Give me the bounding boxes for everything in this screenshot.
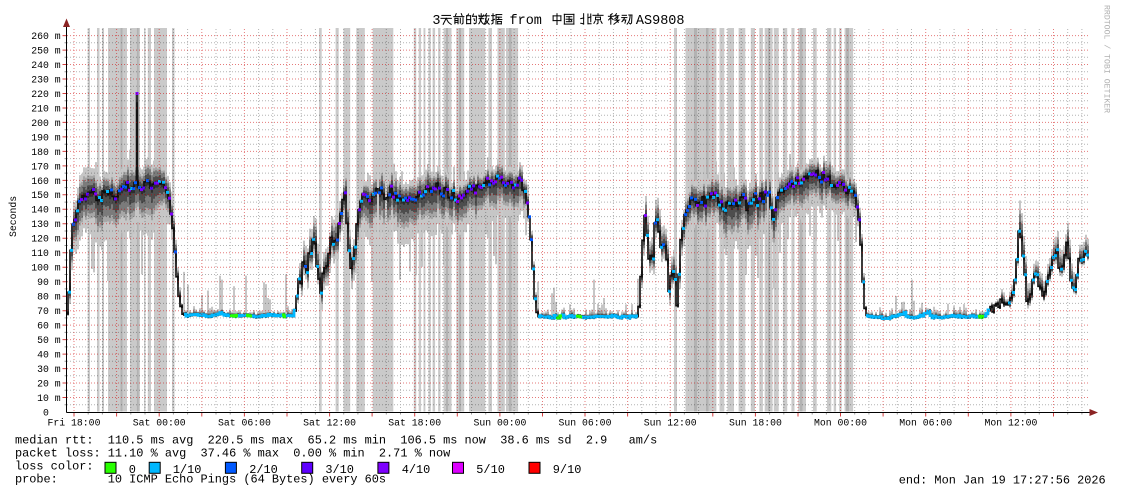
svg-text:3/10: 3/10	[325, 463, 354, 477]
svg-text:190 m: 190 m	[31, 132, 61, 143]
svg-text:Sun 00:00: Sun 00:00	[473, 418, 526, 429]
svg-text:200 m: 200 m	[31, 118, 61, 129]
svg-text:0: 0	[129, 463, 136, 477]
svg-text:30 m: 30 m	[37, 364, 61, 375]
svg-text:220 m: 220 m	[31, 89, 61, 100]
svg-text:Mon 06:00: Mon 06:00	[899, 418, 952, 429]
svg-text:2/10: 2/10	[249, 463, 278, 477]
svg-text:170 m: 170 m	[31, 161, 61, 172]
svg-text:Sat 12:00: Sat 12:00	[303, 418, 356, 429]
svg-text:Sun 06:00: Sun 06:00	[559, 418, 612, 429]
svg-text:240 m: 240 m	[31, 60, 61, 71]
svg-text:40 m: 40 m	[37, 350, 61, 361]
svg-text:10 m: 10 m	[37, 393, 61, 404]
svg-text:from: from	[510, 14, 542, 29]
svg-text:230 m: 230 m	[31, 74, 61, 85]
svg-text:3: 3	[432, 14, 440, 29]
svg-text:60 m: 60 m	[37, 321, 61, 332]
svg-text:9/10: 9/10	[553, 463, 582, 477]
svg-text:Mon 00:00: Mon 00:00	[814, 418, 867, 429]
svg-text:140 m: 140 m	[31, 205, 61, 216]
svg-text:0: 0	[43, 407, 49, 418]
svg-text:Fri 18:00: Fri 18:00	[48, 418, 101, 429]
svg-text:90 m: 90 m	[37, 277, 61, 288]
svg-text:Sat 06:00: Sat 06:00	[218, 418, 271, 429]
svg-text:20 m: 20 m	[37, 378, 61, 389]
svg-text:110 m: 110 m	[31, 248, 61, 259]
svg-text:160 m: 160 m	[31, 176, 61, 187]
svg-text:Mon 12:00: Mon 12:00	[984, 418, 1037, 429]
svg-text:RRDTOOL / TOBI OETIKER: RRDTOOL / TOBI OETIKER	[1102, 5, 1112, 113]
svg-text:5/10: 5/10	[476, 463, 505, 477]
svg-text:probe: 10 ICMP Echo Ping: probe: 10 ICMP Echo Pings (64 Bytes) eve…	[15, 473, 386, 487]
svg-text:100 m: 100 m	[31, 263, 61, 274]
svg-text:Sat 18:00: Sat 18:00	[388, 418, 441, 429]
svg-text:180 m: 180 m	[31, 147, 61, 158]
svg-text:1/10: 1/10	[173, 463, 202, 477]
svg-text:Seconds: Seconds	[8, 196, 19, 237]
svg-text:Sat 00:00: Sat 00:00	[133, 418, 186, 429]
svg-text:250 m: 250 m	[31, 46, 61, 57]
svg-text:80 m: 80 m	[37, 292, 61, 303]
svg-text:70 m: 70 m	[37, 306, 61, 317]
svg-text:end: Mon Jan 19 17:27:56 2026: end: Mon Jan 19 17:27:56 2026	[899, 474, 1106, 488]
svg-text:50 m: 50 m	[37, 335, 61, 346]
svg-text:AS9808: AS9808	[636, 14, 685, 29]
svg-text:4/10: 4/10	[402, 463, 431, 477]
svg-text:median rtt: 110.5 ms avg 220: median rtt: 110.5 ms avg 220.5 ms max 65…	[15, 434, 657, 448]
svg-text:packet loss: 11.10 % avg 37.4: packet loss: 11.10 % avg 37.46 % max 0.0…	[15, 447, 451, 461]
svg-text:260 m: 260 m	[31, 31, 61, 42]
svg-text:loss color:: loss color:	[15, 460, 94, 474]
svg-text:130 m: 130 m	[31, 219, 61, 230]
svg-text:Sun 12:00: Sun 12:00	[644, 418, 697, 429]
svg-text:Sun 18:00: Sun 18:00	[729, 418, 782, 429]
svg-text:150 m: 150 m	[31, 190, 61, 201]
svg-text:120 m: 120 m	[31, 234, 61, 245]
svg-text:210 m: 210 m	[31, 103, 61, 114]
